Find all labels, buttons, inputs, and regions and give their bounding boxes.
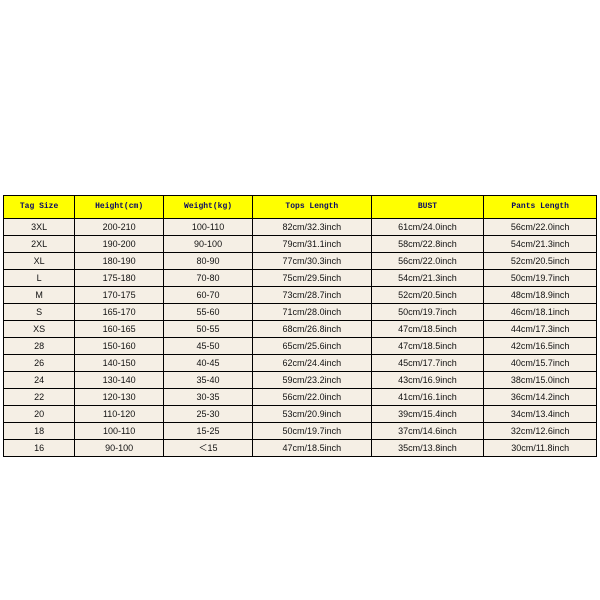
- table-row: S165-17055-6071cm/28.0inch50cm/19.7inch4…: [4, 304, 597, 321]
- col-weight: Weight(kg): [164, 196, 253, 219]
- table-body: 3XL200-210100-11082cm/32.3inch61cm/24.0i…: [4, 219, 597, 457]
- table-row: L175-18070-8075cm/29.5inch54cm/21.3inch5…: [4, 270, 597, 287]
- page: Tag Size Height(cm) Weight(kg) Tops Leng…: [0, 0, 600, 600]
- col-tops-length: Tops Length: [253, 196, 372, 219]
- col-tag-size: Tag Size: [4, 196, 75, 219]
- table-row: M170-17560-7073cm/28.7inch52cm/20.5inch4…: [4, 287, 597, 304]
- table-row: 26140-15040-4562cm/24.4inch45cm/17.7inch…: [4, 355, 597, 372]
- size-chart: Tag Size Height(cm) Weight(kg) Tops Leng…: [3, 195, 597, 457]
- table-row: 28150-16045-5065cm/25.6inch47cm/18.5inch…: [4, 338, 597, 355]
- table-row: XS160-16550-5568cm/26.8inch47cm/18.5inch…: [4, 321, 597, 338]
- table-row: XL180-19080-9077cm/30.3inch56cm/22.0inch…: [4, 253, 597, 270]
- header-row: Tag Size Height(cm) Weight(kg) Tops Leng…: [4, 196, 597, 219]
- col-pants-length: Pants Length: [484, 196, 597, 219]
- table-row: 20110-12025-3053cm/20.9inch39cm/15.4inch…: [4, 406, 597, 423]
- table-row: 2XL190-20090-10079cm/31.1inch58cm/22.8in…: [4, 236, 597, 253]
- table-row: 18100-11015-2550cm/19.7inch37cm/14.6inch…: [4, 423, 597, 440]
- col-bust: BUST: [371, 196, 484, 219]
- size-table: Tag Size Height(cm) Weight(kg) Tops Leng…: [3, 195, 597, 457]
- table-row: 22120-13030-3556cm/22.0inch41cm/16.1inch…: [4, 389, 597, 406]
- table-row: 1690-100＜1547cm/18.5inch35cm/13.8inch30c…: [4, 440, 597, 457]
- table-row: 24130-14035-4059cm/23.2inch43cm/16.9inch…: [4, 372, 597, 389]
- table-row: 3XL200-210100-11082cm/32.3inch61cm/24.0i…: [4, 219, 597, 236]
- col-height: Height(cm): [75, 196, 164, 219]
